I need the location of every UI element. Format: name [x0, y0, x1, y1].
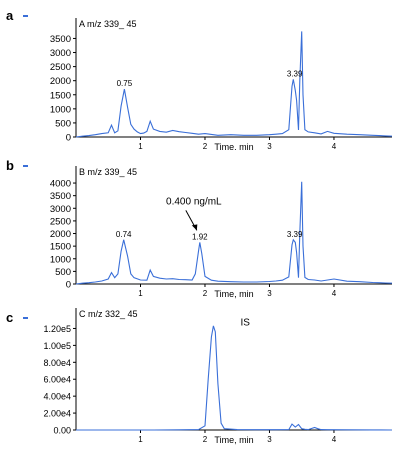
- panel-letter-a: a: [6, 8, 14, 23]
- y-tick-label: 1500: [50, 242, 71, 253]
- x-tick-label: 4: [332, 289, 337, 298]
- y-tick-label: 500: [55, 118, 71, 129]
- panel-letter-c: c: [6, 310, 14, 325]
- y-tick-label: 2500: [50, 62, 71, 73]
- x-axis-label: Time, min: [214, 142, 253, 150]
- x-tick-label: 3: [267, 289, 272, 298]
- chart-title: C m/z 332_ 45: [79, 309, 138, 319]
- y-tick-label: 2.00e4: [43, 409, 71, 419]
- y-tick-label: 8.00e4: [43, 358, 71, 368]
- panel-letter-b: b: [6, 158, 14, 173]
- concentration-annotation: 0.400 ng/mL: [166, 196, 222, 207]
- series-line: [75, 181, 393, 285]
- x-tick-label: 1: [138, 435, 143, 444]
- y-tick-label: 1500: [50, 90, 71, 101]
- y-tick-label: 4.00e4: [43, 392, 71, 402]
- x-tick-label: 2: [203, 142, 208, 150]
- panel-marker-b: [23, 165, 28, 167]
- x-tick-label: 1: [138, 289, 143, 298]
- y-tick-label: 1000: [50, 254, 71, 265]
- y-tick-label: 3500: [50, 191, 71, 202]
- y-tick-label: 3500: [50, 34, 71, 45]
- y-tick-label: 2000: [50, 76, 71, 87]
- y-tick-label: 0.00: [53, 426, 71, 436]
- chart-panel-c: c 0.00 2.00e4 4.00e4 6.00e4 8.00e4 1.00e5 1.20…: [0, 300, 400, 450]
- x-tick-label: 2: [203, 435, 208, 444]
- annotation-arrow-head: [191, 224, 198, 231]
- y-tick-label: 3000: [50, 204, 71, 215]
- x-tick-label: 4: [332, 142, 337, 150]
- x-tick-label: 3: [267, 435, 272, 444]
- peak-label: 3.39: [287, 230, 303, 239]
- y-tick-label: 2000: [50, 229, 71, 240]
- y-tick-label: 2500: [50, 216, 71, 227]
- x-tick-label: 2: [203, 289, 208, 298]
- peak-label: 0.75: [117, 79, 133, 88]
- chromatogram-c: 0.00 2.00e4 4.00e4 6.00e4 8.00e4 1.00e5 1.20e5…: [43, 308, 393, 445]
- peak-label: 0.74: [116, 230, 132, 239]
- chart-panel-b: b 0 500 1000 1500 2000 2500 3000 3500 4000 1 2 3 4 Ti…: [0, 150, 400, 300]
- y-tick-label: 500: [55, 267, 71, 278]
- panel-marker-c: [23, 317, 28, 319]
- x-axis-label: Time, min: [214, 289, 253, 299]
- peak-label: 1.92: [192, 232, 208, 241]
- chart-title: B m/z 339_ 45: [79, 167, 137, 177]
- y-tick-label: 1000: [50, 104, 71, 115]
- y-tick-label: 1.00e5: [43, 341, 71, 351]
- series-line: [75, 31, 393, 138]
- panel-marker-a: [23, 15, 28, 17]
- x-tick-label: 1: [138, 142, 143, 150]
- y-tick-label: 0: [66, 280, 71, 291]
- chromatogram-a: 0 500 1000 1500 2000 2500 3000 3500 1 2 3 4 Time, mi…: [50, 18, 393, 152]
- series-line: [76, 325, 393, 431]
- x-tick-label: 3: [267, 142, 272, 150]
- y-tick-label: 4000: [50, 179, 71, 190]
- peak-label: 3.39: [287, 69, 303, 78]
- x-tick-label: 4: [332, 435, 337, 444]
- chart-title: A m/z 339_ 45: [79, 19, 137, 29]
- x-axis-label: Time, min: [214, 435, 253, 445]
- y-tick-label: 0: [66, 133, 71, 144]
- y-tick-label: 3000: [50, 48, 71, 59]
- peak-label: IS: [240, 317, 250, 328]
- y-tick-label: 6.00e4: [43, 375, 71, 385]
- chart-panel-a: a 0 500 1000 1500 2000 2500 3000 3500 1 2 3 4 Time, …: [0, 0, 400, 152]
- y-tick-label: 1.20e5: [43, 324, 71, 334]
